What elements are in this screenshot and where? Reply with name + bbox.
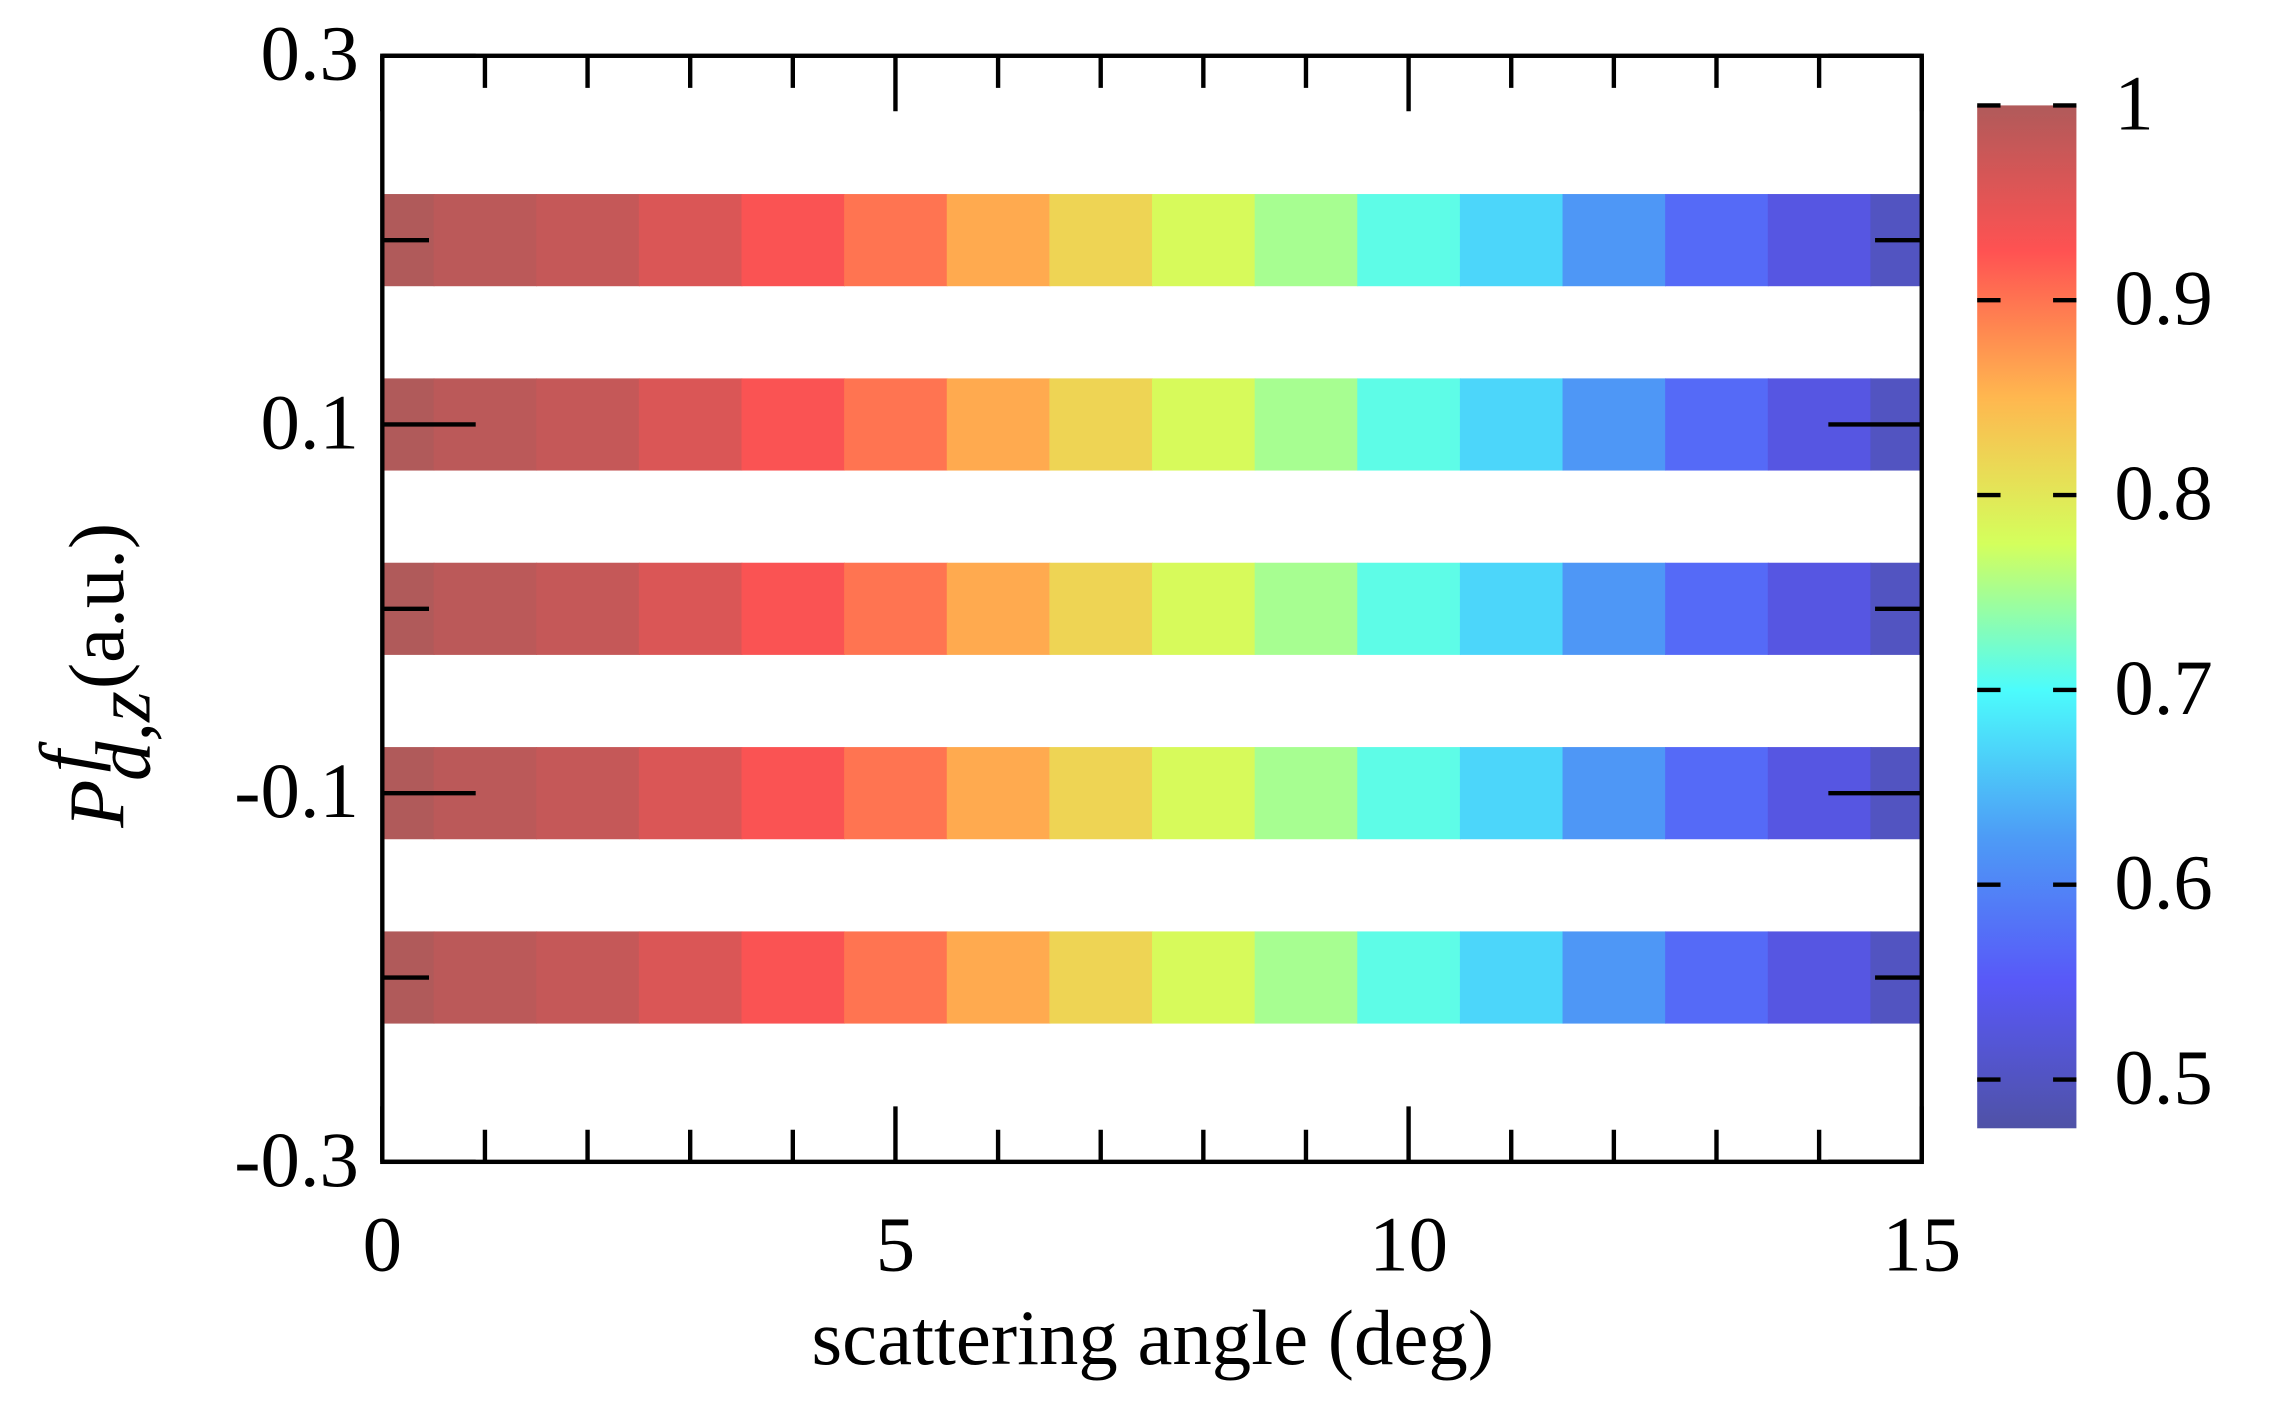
y-label-unit: (a.u.): [54, 523, 141, 689]
heat-cell: [638, 747, 743, 840]
heat-cell: [1562, 378, 1667, 471]
heat-cell: [1254, 378, 1359, 471]
heat-cell: [1254, 931, 1359, 1024]
heat-cell: [1152, 747, 1256, 840]
heat-cell: [433, 562, 538, 655]
heat-cell: [946, 562, 1051, 655]
heat-cell: [946, 747, 1051, 840]
heat-cell: [1665, 747, 1769, 840]
heat-cell: [1767, 931, 1872, 1024]
heat-cell: [1357, 747, 1461, 840]
colorbar-tick-label: 0.9: [2114, 255, 2212, 342]
heat-cell: [1357, 194, 1461, 287]
heat-cell: [844, 747, 948, 840]
heat-cell: [946, 378, 1051, 471]
heat-cell: [1049, 747, 1153, 840]
heat-cell: [1152, 378, 1256, 471]
heat-cell: [1767, 562, 1872, 655]
x-tick-label: 5: [876, 1201, 915, 1288]
heat-cell: [844, 562, 948, 655]
heat-cell: [1152, 931, 1256, 1024]
heat-cell: [433, 931, 538, 1024]
heat-cell: [1665, 931, 1769, 1024]
heat-cell: [638, 562, 743, 655]
heat-cell: [1665, 378, 1769, 471]
heat-cell: [1049, 194, 1153, 287]
colorbar-tick-label: 0.7: [2114, 645, 2212, 732]
heat-cell: [844, 378, 948, 471]
x-tick-label: 15: [1882, 1201, 1961, 1288]
heat-cell: [1562, 562, 1667, 655]
heat-cell: [638, 378, 743, 471]
heat-cell: [638, 194, 743, 287]
heat-cell: [844, 931, 948, 1024]
heat-cell: [741, 931, 846, 1024]
y-tick-label: 0.3: [260, 11, 358, 98]
heat-cell: [1459, 194, 1564, 287]
y-tick-label: 0.1: [260, 379, 358, 466]
y-tick-label: -0.1: [234, 748, 359, 835]
colorbar-tick-label: 1: [2114, 60, 2153, 147]
heat-cell: [1254, 194, 1359, 287]
heat-cell: [536, 378, 640, 471]
heat-cell: [638, 931, 743, 1024]
heat-cell: [1049, 378, 1153, 471]
heat-cell: [1357, 562, 1461, 655]
heat-cell: [433, 194, 538, 287]
x-tick-label: 10: [1369, 1201, 1448, 1288]
heat-cell: [1357, 378, 1461, 471]
x-tick-label: 0: [363, 1201, 402, 1288]
colorbar-tick-label: 0.8: [2114, 450, 2212, 537]
heat-cell: [1459, 378, 1564, 471]
colorbar-tick-label: 0.6: [2114, 840, 2212, 927]
heat-cell: [1459, 747, 1564, 840]
heat-cell: [536, 562, 640, 655]
y-label-sub: d,z: [80, 691, 167, 781]
heat-cell: [1049, 562, 1153, 655]
heat-cell: [1152, 194, 1256, 287]
heat-cell: [1562, 931, 1667, 1024]
heat-cell: [536, 931, 640, 1024]
heat-cell: [1459, 931, 1564, 1024]
x-axis-label: scattering angle (deg): [812, 1295, 1494, 1382]
heat-cell: [536, 747, 640, 840]
heat-cell: [844, 194, 948, 287]
y-axis-label: P f d,z (a.u.): [25, 523, 167, 829]
heat-cell: [1254, 747, 1359, 840]
heat-cell: [1562, 747, 1667, 840]
colorbar: [1977, 105, 2077, 1129]
heat-cell: [1049, 931, 1153, 1024]
heat-cell: [1357, 931, 1461, 1024]
heat-cell: [1459, 562, 1564, 655]
y-label-symbol: P: [54, 780, 141, 829]
colorbar-tick-label: 0.5: [2114, 1034, 2212, 1121]
heat-cell: [741, 562, 846, 655]
heat-cell: [946, 931, 1051, 1024]
heat-cell: [1152, 562, 1256, 655]
heat-cell: [946, 194, 1051, 287]
heat-cell: [1665, 194, 1769, 287]
heat-cell: [741, 194, 846, 287]
heat-cell: [1665, 562, 1769, 655]
heat-cell: [536, 194, 640, 287]
heat-cell: [741, 747, 846, 840]
heat-cell: [741, 378, 846, 471]
heat-cell: [1767, 194, 1872, 287]
y-tick-label: -0.3: [234, 1117, 359, 1204]
heat-cell: [1254, 562, 1359, 655]
heat-cell: [1562, 194, 1667, 287]
